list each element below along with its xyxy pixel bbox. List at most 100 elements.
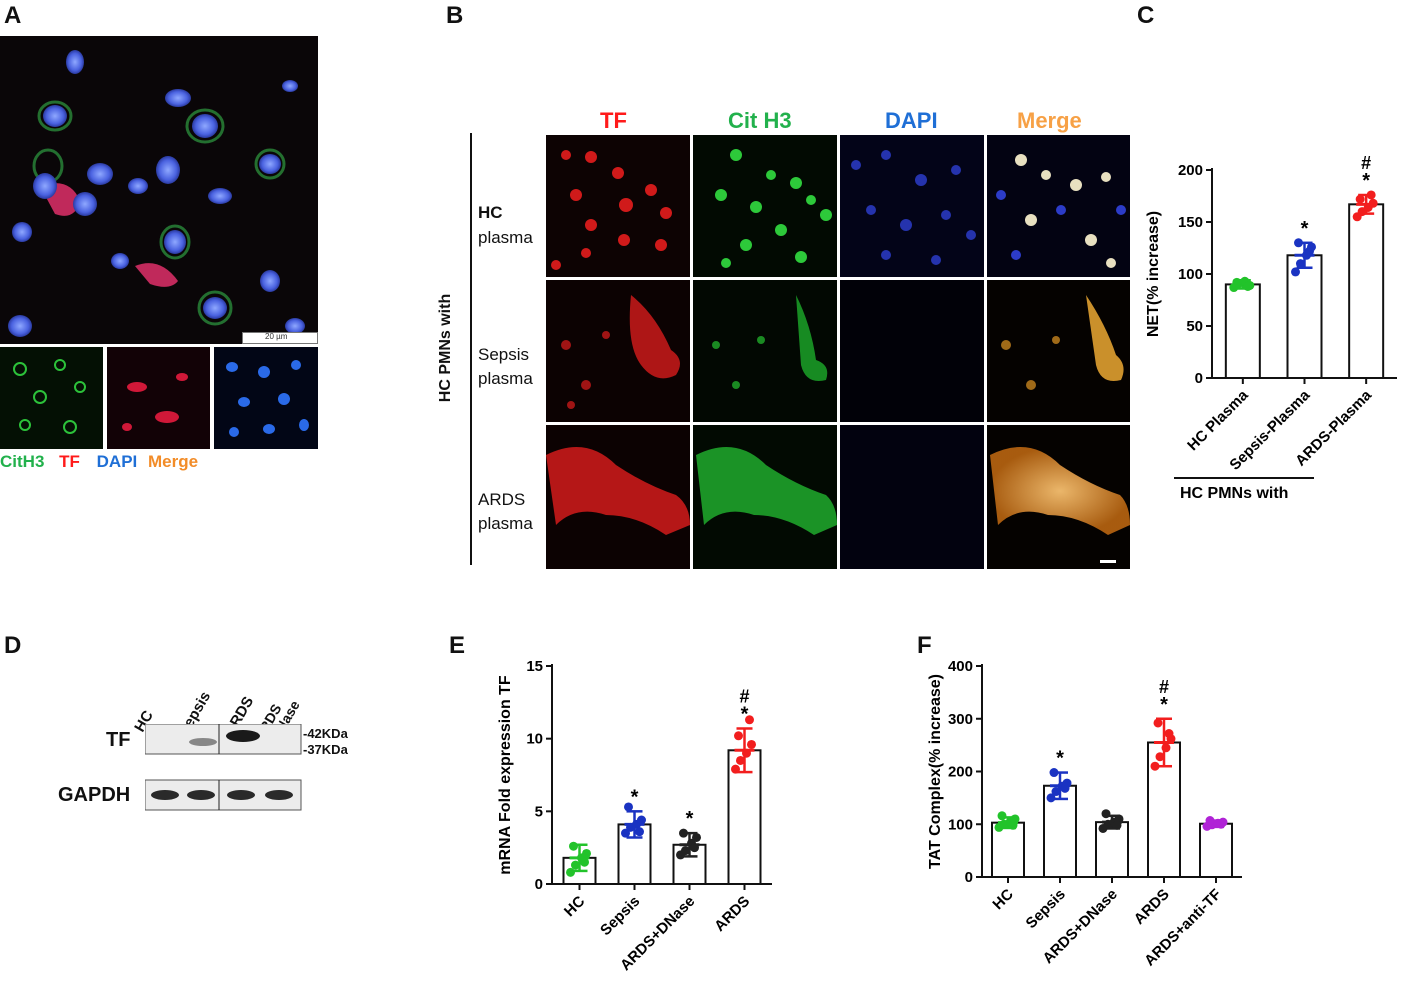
significance-star: * [1362, 170, 1370, 192]
data-point [635, 827, 644, 837]
legend-merge: Merge [148, 452, 199, 471]
y-tick-label: 10 [526, 731, 543, 748]
image-sepsis-dapi [840, 280, 984, 422]
band-tf-ards [226, 730, 260, 742]
data-point [997, 811, 1007, 821]
data-point [1008, 820, 1018, 830]
column-header-cith3: Cit H3 [728, 108, 792, 133]
significance-star: * [1160, 694, 1168, 716]
x-tick-label: HC Plasma [1184, 386, 1252, 454]
data-point [1060, 783, 1070, 793]
row-label-line2: plasma [478, 369, 533, 388]
data-point [1112, 820, 1122, 830]
significance-star: * [1056, 748, 1064, 770]
data-point [1155, 752, 1165, 762]
data-point [1355, 194, 1365, 204]
data-point [1161, 743, 1171, 753]
y-axis-label: NET(% increase) [1145, 211, 1162, 337]
significance-hash: # [1159, 677, 1169, 697]
image-hc-dapi [840, 135, 984, 277]
data-point [742, 748, 751, 758]
x-tick-label: ARDS [1131, 886, 1173, 928]
y-tick-label: 200 [1178, 162, 1203, 179]
band-gapdh-hc [151, 790, 179, 800]
x-tick-label: HC [989, 886, 1016, 913]
y-axis-label: mRNA Fold expression TF [497, 675, 514, 875]
significance-star: * [1301, 218, 1309, 240]
y-tick-label: 150 [1178, 214, 1203, 231]
y-tick-label: 200 [948, 764, 973, 781]
row-label-sepsis: Sepsis plasma [478, 343, 533, 391]
data-point [582, 848, 591, 858]
data-point [734, 731, 743, 741]
image-hc-cith3 [693, 135, 837, 277]
bar [1224, 283, 1261, 379]
data-point [1051, 787, 1061, 797]
legend-cith3: CitH3 [0, 452, 45, 471]
row-label-hc: HC plasma [478, 200, 533, 250]
tissue-micrograph-tf [107, 347, 210, 449]
data-point [637, 815, 646, 825]
y-tick-label: 0 [535, 876, 543, 893]
legend-tf: TF [59, 452, 80, 471]
data-point [624, 802, 633, 812]
data-point [681, 846, 690, 856]
y-tick-label: 0 [965, 869, 973, 886]
significance-star: * [741, 703, 749, 725]
tissue-micrograph-drawing [8, 50, 305, 337]
tf-channel-drawing [122, 373, 188, 431]
row-label-line1: Sepsis [478, 345, 530, 364]
data-point [745, 715, 754, 725]
data-point [1046, 793, 1056, 803]
column-header-merge: Merge [1017, 108, 1082, 133]
data-point [1368, 198, 1378, 208]
y-tick-label: 300 [948, 711, 973, 728]
marker-42kda: -42KDa [303, 726, 348, 741]
row-label-ards: ARDS plasma [478, 488, 533, 536]
x-tick-label: Sepsis [1023, 886, 1069, 932]
blot-row-label-gapdh: GAPDH [58, 784, 131, 806]
band-tf-sepsis [189, 738, 217, 746]
y-tick-label: 5 [535, 803, 543, 820]
data-point [1150, 761, 1160, 771]
cith3-channel-drawing [13, 359, 86, 434]
tissue-micrograph-cith3 [0, 347, 103, 449]
data-point [1049, 768, 1059, 778]
data-point [690, 843, 699, 853]
data-point [1296, 259, 1305, 269]
panel-label-c: C [1137, 2, 1155, 29]
data-point [1232, 277, 1242, 287]
blot-row-label-tf: TF [106, 729, 131, 751]
panel-label-a: A [4, 2, 22, 29]
data-point [566, 867, 575, 877]
y-tick-label: 400 [948, 658, 973, 675]
side-label: HC PMNs with [437, 293, 454, 403]
y-tick-label: 50 [1186, 318, 1203, 335]
data-point [1366, 190, 1376, 200]
scale-bar-label: 20 µm [265, 332, 288, 341]
group-label: HC PMNs with [1180, 485, 1288, 502]
data-point [747, 739, 756, 749]
data-point [1216, 819, 1226, 829]
y-tick-label: 15 [526, 658, 543, 675]
dapi-channel-drawing [226, 360, 309, 437]
y-axis-label: TAT Complex(% increase) [927, 674, 944, 869]
x-tick-label: HC [561, 893, 588, 920]
western-blot [145, 724, 302, 811]
data-point [1164, 729, 1174, 739]
significance-hash: # [1361, 153, 1371, 173]
y-tick-label: 0 [1195, 370, 1203, 387]
band-gapdh-ards-dnase [265, 790, 293, 800]
row-label-line1: HC [478, 203, 503, 222]
data-point [731, 764, 740, 774]
row-label-line2: plasma [478, 228, 533, 247]
data-point [1305, 246, 1314, 256]
significance-hash: # [739, 686, 749, 706]
x-tick-label: ARDS [711, 893, 753, 935]
band-gapdh-sepsis [187, 790, 215, 800]
tissue-micrograph-merge: 20 µm [0, 36, 318, 344]
data-point [569, 841, 578, 851]
column-header-tf: TF [600, 108, 627, 133]
legend-dapi: DAPI [96, 452, 138, 471]
